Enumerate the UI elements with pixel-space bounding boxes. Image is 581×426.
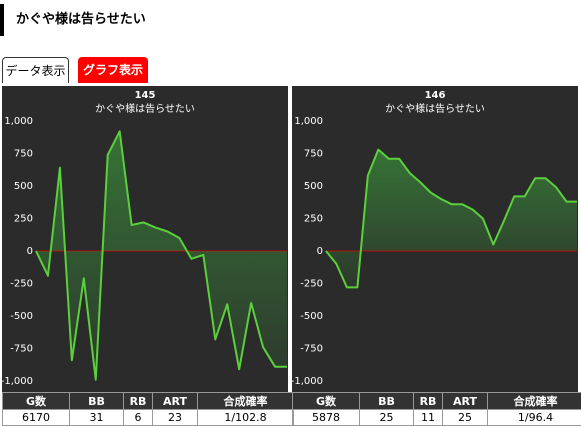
chart-title: 146 <box>425 90 446 101</box>
table-cell: 11 <box>414 410 443 426</box>
table-cell: 31 <box>70 410 124 426</box>
chart-title: 145 <box>135 90 156 101</box>
chart-subtitle: かぐや様は告らせたい <box>95 102 195 115</box>
y-tick-label: 750 <box>304 149 323 160</box>
column-header: RB <box>124 393 153 410</box>
charts: 145かぐや様は告らせたい1,0007505002500-250-500-750… <box>0 0 581 392</box>
table-cell: 6170 <box>3 410 70 426</box>
table-cell: 23 <box>153 410 198 426</box>
table-cell: 6 <box>124 410 153 426</box>
y-tick-label: 250 <box>14 214 33 225</box>
y-tick-label: -750 <box>10 344 33 355</box>
table-cell: 25 <box>360 410 414 426</box>
column-header: G数 <box>3 393 70 410</box>
chart-subtitle: かぐや様は告らせたい <box>385 102 485 115</box>
column-header: ART <box>443 393 488 410</box>
y-tick-label: -500 <box>300 311 323 322</box>
y-tick-label: -750 <box>300 344 323 355</box>
column-header: ART <box>153 393 198 410</box>
y-tick-label: 250 <box>304 214 323 225</box>
table-cell: 1/96.4 <box>488 410 581 426</box>
y-tick-label: 0 <box>317 246 323 257</box>
table-cell: 1/102.8 <box>198 410 294 426</box>
column-header: G数 <box>293 393 360 410</box>
y-tick-label: 1,000 <box>4 116 33 127</box>
y-tick-label: -1,000 <box>1 376 33 387</box>
column-header: RB <box>414 393 443 410</box>
y-tick-label: 500 <box>14 181 33 192</box>
y-tick-label: -250 <box>10 279 33 290</box>
table-cell: 25 <box>443 410 488 426</box>
y-tick-label: 750 <box>14 149 33 160</box>
y-tick-label: 0 <box>27 246 33 257</box>
column-header: 合成確率 <box>488 393 581 410</box>
table-cell: 5878 <box>293 410 360 426</box>
y-tick-label: 1,000 <box>294 116 323 127</box>
y-tick-label: 500 <box>304 181 323 192</box>
y-tick-label: -500 <box>10 311 33 322</box>
column-header: 合成確率 <box>198 393 294 410</box>
column-header: BB <box>70 393 124 410</box>
column-header: BB <box>360 393 414 410</box>
y-tick-label: -1,000 <box>291 376 323 387</box>
y-tick-label: -250 <box>300 279 323 290</box>
